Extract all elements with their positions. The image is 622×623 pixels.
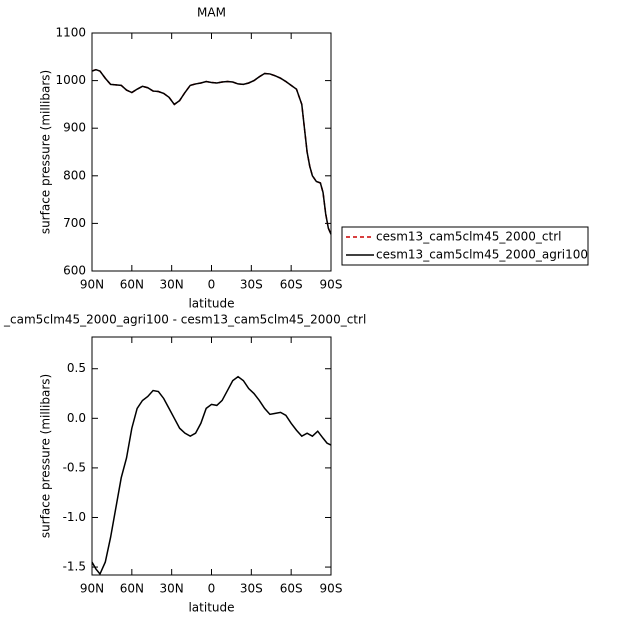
x-tick-label: 30S	[240, 582, 263, 596]
y-tick-label: 600	[63, 264, 86, 278]
chart-title: _cam5clm45_2000_agri100 - cesm13_cam5clm…	[3, 313, 366, 327]
x-tick-label: 0	[208, 278, 216, 292]
x-tick-label: 60N	[120, 582, 144, 596]
data-line	[91, 375, 332, 576]
legend-box	[341, 226, 589, 266]
x-tick-label: 60S	[280, 278, 303, 292]
plot-frame	[91, 336, 332, 576]
x-tick-label: 30N	[160, 278, 184, 292]
x-tick-label: 60S	[280, 582, 303, 596]
y-axis-label: surface pressure (millibars)	[39, 374, 53, 538]
plot-frame	[91, 32, 332, 272]
x-tick-label: 30N	[160, 582, 184, 596]
legend-label: cesm13_cam5clm45_2000_agri100	[376, 248, 588, 262]
x-tick-label: 90N	[80, 278, 104, 292]
chart-title: MAM	[197, 6, 226, 20]
data-line	[91, 68, 332, 235]
y-tick-label: 0.5	[67, 361, 86, 375]
x-axis-label: latitude	[188, 601, 234, 615]
y-tick-label: -0.5	[63, 460, 86, 474]
y-tick-label: 800	[63, 168, 86, 182]
x-tick-label: 90S	[320, 278, 343, 292]
x-tick-label: 90S	[320, 582, 343, 596]
y-tick-label: 0.0	[67, 411, 86, 425]
legend-label: cesm13_cam5clm45_2000_ctrl	[376, 230, 561, 244]
y-tick-label: -1.0	[63, 510, 86, 524]
y-tick-label: 1100	[55, 26, 86, 40]
x-tick-label: 90N	[80, 582, 104, 596]
y-tick-label: -1.5	[63, 560, 86, 574]
y-tick-label: 900	[63, 121, 86, 135]
y-tick-label: 1000	[55, 73, 86, 87]
x-tick-label: 30S	[240, 278, 263, 292]
x-axis-label: latitude	[188, 297, 234, 311]
y-axis-label: surface pressure (millibars)	[39, 70, 53, 234]
x-tick-label: 0	[208, 582, 216, 596]
x-tick-label: 60N	[120, 278, 144, 292]
y-tick-label: 700	[63, 216, 86, 230]
data-line	[91, 68, 332, 235]
